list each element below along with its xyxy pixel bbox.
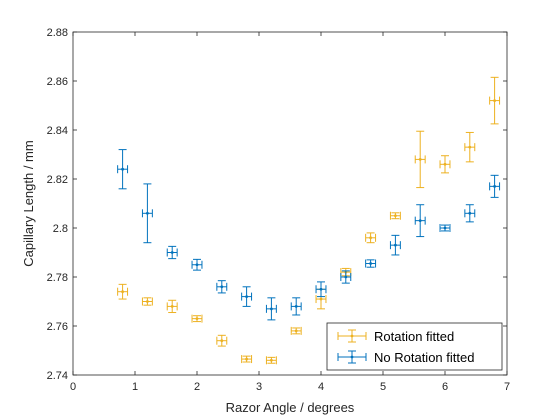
x-tick-label: 1 [132, 381, 138, 393]
data-point [344, 275, 348, 279]
data-point [369, 262, 372, 265]
data-point [121, 290, 124, 294]
y-tick-label: 2.78 [47, 272, 68, 284]
data-point [418, 158, 422, 161]
x-tick-label: 0 [70, 381, 76, 393]
data-point [369, 236, 372, 240]
data-point [468, 145, 472, 149]
x-tick-label: 2 [194, 381, 200, 393]
data-point [270, 307, 273, 311]
y-tick-label: 2.88 [47, 27, 68, 39]
y-tick-label: 2.82 [47, 174, 68, 186]
y-tick-label: 2.76 [47, 321, 68, 333]
legend-items: Rotation fitted No Rotation fitted [337, 329, 474, 365]
data-point [195, 263, 199, 267]
data-point [170, 305, 174, 308]
x-tick-label: 3 [256, 381, 262, 393]
data-point [319, 287, 323, 291]
legend-label: Rotation fitted [374, 329, 454, 344]
x-tick-label: 4 [318, 381, 324, 393]
data-point [170, 251, 174, 254]
x-tick-label: 6 [442, 381, 448, 393]
data-point [394, 243, 397, 247]
data-point [245, 357, 249, 361]
data-point [195, 317, 199, 321]
plot-area [73, 32, 507, 375]
axes-layer [72, 31, 508, 376]
data-point [294, 329, 298, 333]
data-point [294, 305, 298, 308]
data-point [350, 355, 354, 359]
data-point [493, 184, 496, 188]
data-point [350, 334, 354, 338]
data-point [443, 226, 447, 230]
legend-item: No Rotation fitted [337, 350, 474, 365]
legend-label: No Rotation fitted [374, 350, 474, 365]
x-tick-label: 5 [380, 381, 386, 393]
x-tick-label: 7 [504, 381, 510, 393]
data-point [468, 211, 472, 215]
ticks-layer: 0 1 2 3 4 5 6 7 2.74 2.76 2.78 2.8 2.82 2.84 2.86 2.88 [47, 27, 510, 393]
plot-frame [72, 31, 508, 376]
data-point [319, 297, 323, 301]
data-point [220, 339, 224, 343]
legend-box [326, 322, 503, 371]
legend: Rotation fitted No Rotation fitted [326, 322, 503, 371]
x-axis-title: Razor Angle / degrees [226, 400, 355, 415]
data-point [443, 162, 447, 166]
data-point [394, 214, 397, 218]
series-layer [117, 76, 501, 365]
data-point [418, 219, 422, 223]
series-no-rotation-fitted [117, 149, 501, 321]
data-point [270, 358, 273, 362]
data-point [220, 285, 224, 289]
y-tick-label: 2.86 [47, 76, 68, 88]
y-tick-label: 2.8 [53, 223, 68, 235]
data-point [146, 211, 149, 215]
data-point [146, 300, 149, 303]
y-tick-label: 2.84 [47, 125, 68, 137]
data-point [245, 295, 249, 298]
y-tick-label: 2.74 [47, 370, 68, 382]
data-point [121, 167, 124, 171]
y-axis-title: Capillary Length / mm [21, 140, 36, 266]
data-point [493, 99, 496, 102]
legend-item: Rotation fitted [337, 329, 454, 344]
